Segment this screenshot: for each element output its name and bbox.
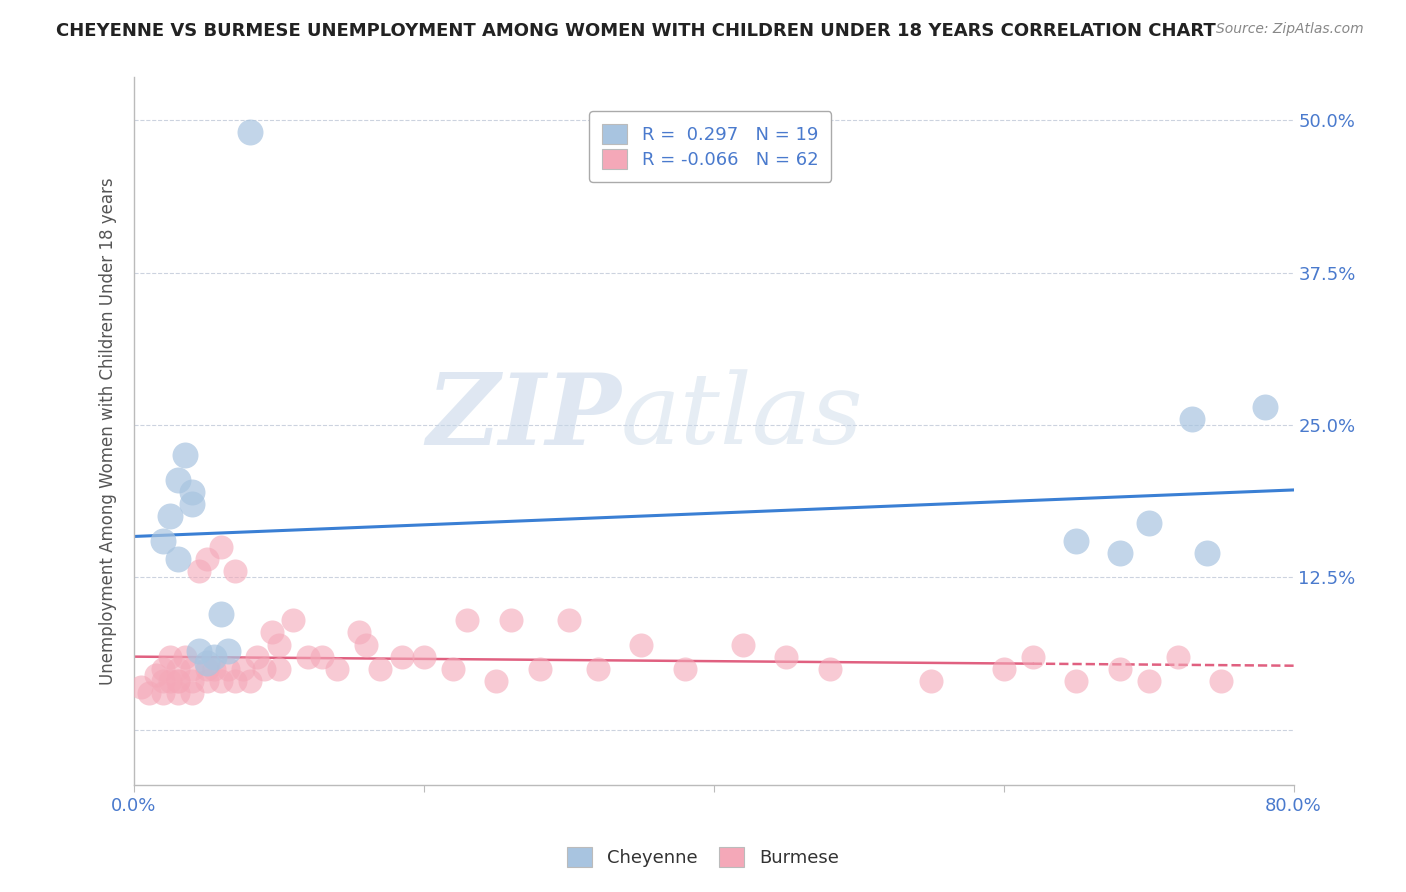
Legend: R =  0.297   N = 19, R = -0.066   N = 62: R = 0.297 N = 19, R = -0.066 N = 62 bbox=[589, 112, 831, 182]
Point bbox=[1108, 546, 1130, 560]
Text: atlas: atlas bbox=[621, 369, 863, 465]
Point bbox=[326, 662, 349, 676]
Point bbox=[152, 686, 174, 700]
Point bbox=[166, 674, 188, 689]
Point bbox=[1064, 674, 1087, 689]
Point bbox=[1195, 546, 1218, 560]
Point bbox=[166, 473, 188, 487]
Point bbox=[202, 649, 225, 664]
Point bbox=[246, 649, 269, 664]
Point bbox=[152, 674, 174, 689]
Point bbox=[1167, 649, 1189, 664]
Point bbox=[181, 662, 204, 676]
Point bbox=[181, 686, 204, 700]
Point bbox=[920, 674, 942, 689]
Point bbox=[217, 662, 239, 676]
Point bbox=[370, 662, 392, 676]
Point bbox=[232, 662, 254, 676]
Point bbox=[558, 613, 581, 627]
Point bbox=[267, 638, 290, 652]
Point bbox=[224, 565, 246, 579]
Point bbox=[1137, 516, 1160, 530]
Point bbox=[152, 662, 174, 676]
Point bbox=[673, 662, 696, 676]
Text: Source: ZipAtlas.com: Source: ZipAtlas.com bbox=[1216, 22, 1364, 37]
Point bbox=[260, 625, 283, 640]
Point bbox=[354, 638, 377, 652]
Point bbox=[1181, 412, 1204, 426]
Point bbox=[391, 649, 413, 664]
Point bbox=[485, 674, 508, 689]
Point bbox=[1211, 674, 1233, 689]
Point bbox=[586, 662, 609, 676]
Point bbox=[347, 625, 370, 640]
Point bbox=[441, 662, 464, 676]
Point bbox=[152, 533, 174, 548]
Point bbox=[188, 643, 211, 657]
Point bbox=[209, 540, 232, 554]
Point bbox=[630, 638, 652, 652]
Point bbox=[993, 662, 1015, 676]
Y-axis label: Unemployment Among Women with Children Under 18 years: Unemployment Among Women with Children U… bbox=[100, 178, 117, 685]
Point bbox=[195, 552, 218, 566]
Point bbox=[529, 662, 551, 676]
Point bbox=[1021, 649, 1043, 664]
Point bbox=[173, 649, 195, 664]
Point bbox=[1253, 400, 1275, 414]
Point bbox=[173, 449, 195, 463]
Point bbox=[818, 662, 841, 676]
Point bbox=[1108, 662, 1130, 676]
Point bbox=[456, 613, 478, 627]
Text: CHEYENNE VS BURMESE UNEMPLOYMENT AMONG WOMEN WITH CHILDREN UNDER 18 YEARS CORREL: CHEYENNE VS BURMESE UNEMPLOYMENT AMONG W… bbox=[56, 22, 1216, 40]
Point bbox=[166, 686, 188, 700]
Point bbox=[1137, 674, 1160, 689]
Point bbox=[181, 497, 204, 511]
Point bbox=[159, 649, 181, 664]
Point bbox=[311, 649, 333, 664]
Legend: Cheyenne, Burmese: Cheyenne, Burmese bbox=[560, 839, 846, 874]
Point bbox=[217, 643, 239, 657]
Point bbox=[731, 638, 754, 652]
Point bbox=[195, 674, 218, 689]
Point bbox=[499, 613, 522, 627]
Point bbox=[195, 662, 218, 676]
Point bbox=[138, 686, 160, 700]
Point bbox=[188, 565, 211, 579]
Point bbox=[209, 674, 232, 689]
Point bbox=[159, 509, 181, 524]
Point bbox=[267, 662, 290, 676]
Point bbox=[775, 649, 797, 664]
Point bbox=[413, 649, 436, 664]
Point bbox=[166, 552, 188, 566]
Point bbox=[224, 674, 246, 689]
Point bbox=[209, 607, 232, 621]
Point bbox=[283, 613, 305, 627]
Point bbox=[239, 674, 262, 689]
Point bbox=[129, 680, 152, 694]
Point bbox=[181, 674, 204, 689]
Point bbox=[1064, 533, 1087, 548]
Point bbox=[145, 668, 167, 682]
Point bbox=[166, 662, 188, 676]
Point bbox=[297, 649, 319, 664]
Text: ZIP: ZIP bbox=[426, 368, 621, 466]
Point bbox=[181, 485, 204, 500]
Point bbox=[159, 674, 181, 689]
Point bbox=[166, 674, 188, 689]
Point bbox=[202, 662, 225, 676]
Point bbox=[239, 125, 262, 139]
Point bbox=[195, 656, 218, 670]
Point bbox=[253, 662, 276, 676]
